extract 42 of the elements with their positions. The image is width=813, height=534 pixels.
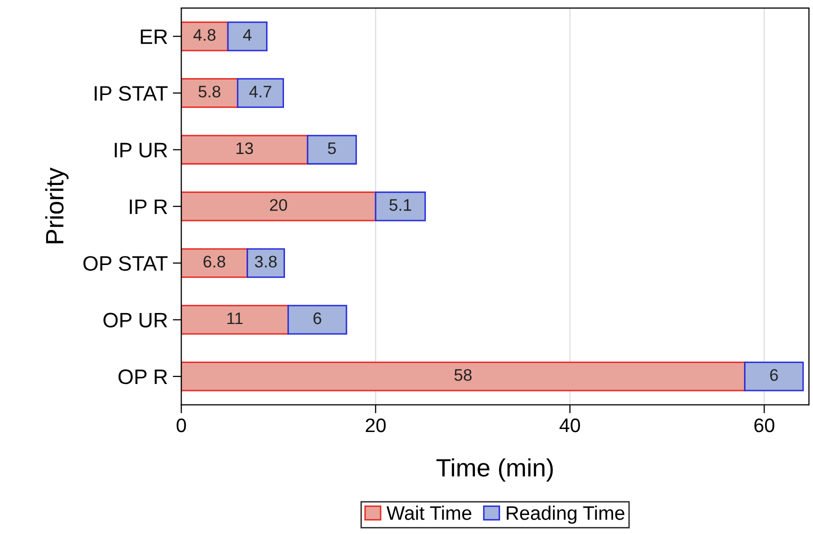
data-label: 5 [328,142,336,154]
x-axis-title: Time (min) [436,458,553,482]
y-tick-label: OP STAT [83,256,168,271]
data-label: 11 [227,312,243,324]
bar [374,192,426,222]
x-tick-label: 60 [754,418,774,432]
bar [181,78,238,108]
bar [744,362,804,392]
data-label: 4 [243,29,252,41]
x-tick-label: 40 [560,418,580,432]
y-tick-label: IP STAT [94,86,168,101]
y-tick-label: OP UR [103,312,168,328]
y-tick-label: IP UR [114,142,168,158]
data-label: 6 [314,312,322,324]
x-tick-label: 20 [366,418,386,432]
bar [287,304,348,335]
data-label: 13 [236,142,253,154]
bar [181,134,308,165]
data-label: 20 [270,199,288,211]
y-tick-label: ER [140,30,168,44]
bar [181,248,248,278]
y-tick-label: IP R [130,200,168,214]
legend-label: Wait Time [386,506,472,520]
data-label: 4.8 [193,29,216,41]
data-label: 3.8 [254,256,277,268]
bar [181,362,746,392]
bar [246,248,285,278]
x-tick-label: 0 [176,418,186,432]
legend-label: Reading Time [506,506,624,524]
bar [306,134,357,165]
data-label: 6 [770,369,778,381]
data-label: 6.8 [204,256,226,268]
y-tick-label: OP R [118,369,168,384]
data-label: 4.7 [249,86,272,98]
bar [236,78,284,108]
bar [181,192,376,222]
y-axis-title: Priority [45,168,69,244]
bar [227,21,268,52]
data-label: 5.1 [389,199,412,211]
data-label: 5.8 [198,86,220,98]
data-label: 58 [454,369,472,381]
bar [181,304,289,335]
